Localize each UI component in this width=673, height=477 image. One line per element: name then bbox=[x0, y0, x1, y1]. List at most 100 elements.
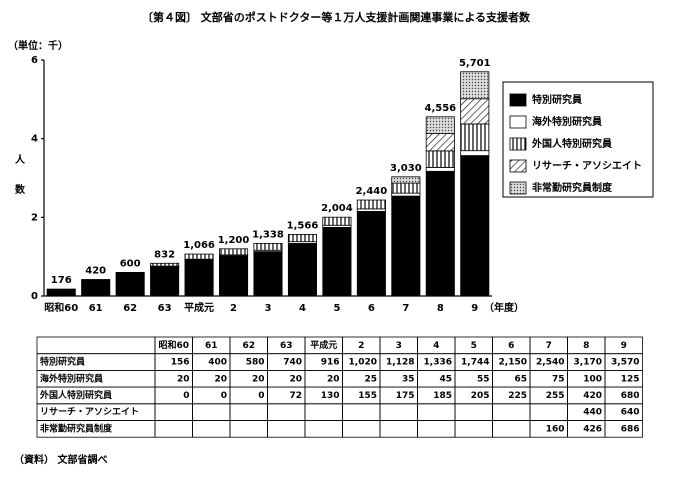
legend-swatch bbox=[509, 181, 527, 195]
table-header: 平成元 bbox=[310, 339, 337, 351]
x-tick-label: 昭和60 bbox=[44, 301, 78, 314]
bar-segment bbox=[184, 259, 214, 297]
table-header: 7 bbox=[546, 341, 552, 351]
table-value: 640 bbox=[621, 408, 640, 418]
bar-segment bbox=[391, 182, 421, 194]
table-value: 55 bbox=[477, 374, 490, 384]
bar-segment bbox=[184, 253, 214, 260]
total-label: 2,004 bbox=[321, 203, 353, 214]
table-value: 740 bbox=[283, 358, 302, 368]
table-value: 1,128 bbox=[386, 358, 414, 368]
chart-title: 〔第４図〕 文部省のポストドクター等１万人支援計画関連事業による支援者数 bbox=[142, 10, 531, 24]
table-cell bbox=[192, 420, 231, 438]
table-header: 8 bbox=[583, 341, 589, 351]
table-value: 45 bbox=[439, 374, 452, 384]
table-row-label: 非常勤研究員制度 bbox=[40, 422, 113, 434]
x-tick-label: 62 bbox=[123, 303, 137, 314]
table-value: 72 bbox=[289, 391, 302, 401]
bar-segment bbox=[81, 279, 111, 297]
table-value: 185 bbox=[433, 391, 452, 401]
table-cell bbox=[229, 420, 268, 438]
table-value: 125 bbox=[621, 374, 640, 384]
table-cell bbox=[492, 403, 531, 421]
x-tick-label: 9 bbox=[471, 303, 478, 314]
total-label: 4,556 bbox=[424, 103, 456, 114]
table-value: 175 bbox=[396, 391, 415, 401]
table-cell bbox=[454, 420, 493, 438]
table-header: 62 bbox=[242, 341, 255, 351]
table-value: 2,540 bbox=[536, 358, 564, 368]
bar-segment bbox=[356, 199, 386, 210]
bar-segment bbox=[460, 71, 490, 100]
table-cell bbox=[379, 420, 418, 438]
y-tick-label: 6 bbox=[31, 55, 38, 66]
table-cell bbox=[304, 403, 343, 421]
table-row-label: 特別研究員 bbox=[40, 356, 85, 368]
bar-segment bbox=[425, 133, 455, 152]
total-label: 600 bbox=[120, 258, 141, 269]
bar-segment bbox=[287, 243, 317, 297]
bar-segment bbox=[287, 234, 317, 243]
legend-swatch bbox=[509, 115, 527, 129]
total-label: 1,566 bbox=[287, 220, 319, 231]
x-axis-label: （年度） bbox=[484, 301, 524, 314]
x-tick-label: 63 bbox=[158, 303, 172, 314]
table-cell bbox=[36, 336, 156, 355]
bar-segment bbox=[150, 266, 180, 297]
table-header: 昭和60 bbox=[158, 339, 189, 351]
table-value: 20 bbox=[214, 374, 227, 384]
table-row-label: リサーチ・アソシエイト bbox=[40, 407, 139, 418]
table-value: 0 bbox=[183, 391, 189, 401]
bar-segment bbox=[322, 216, 352, 226]
bar-segment bbox=[460, 98, 490, 125]
bar-segment bbox=[115, 271, 145, 274]
table-value: 156 bbox=[171, 358, 190, 368]
table-cell bbox=[267, 420, 306, 438]
table-row-label: 外国人特別研究員 bbox=[39, 389, 112, 401]
table-header: 2 bbox=[358, 341, 364, 351]
bar-segment bbox=[425, 170, 455, 297]
legend-swatch bbox=[509, 137, 527, 151]
y-tick-label: 2 bbox=[31, 212, 38, 223]
table-header: 61 bbox=[205, 341, 218, 351]
table-value: 100 bbox=[583, 374, 602, 384]
bar-segment bbox=[391, 176, 421, 184]
bar-segment bbox=[322, 227, 352, 297]
legend-label: 外国人特別研究員 bbox=[531, 137, 612, 150]
table-value: 440 bbox=[583, 408, 602, 418]
legend-swatch bbox=[509, 159, 527, 173]
y-axis-label: 人数 bbox=[15, 153, 26, 196]
table-value: 155 bbox=[358, 391, 377, 401]
total-label: 420 bbox=[85, 265, 106, 276]
bar-segment bbox=[425, 116, 455, 134]
table-value: 25 bbox=[364, 374, 377, 384]
table-header: 6 bbox=[508, 341, 514, 351]
table-value: 225 bbox=[508, 391, 527, 401]
table-value: 35 bbox=[402, 374, 415, 384]
bar-segment bbox=[391, 192, 421, 197]
y-tick-label: 4 bbox=[31, 134, 38, 145]
table-value: 20 bbox=[252, 374, 265, 384]
table-header: 3 bbox=[396, 341, 402, 351]
bar-segment bbox=[460, 123, 490, 152]
table-cell bbox=[154, 403, 193, 421]
table-cell bbox=[342, 420, 381, 438]
table-value: 3,570 bbox=[611, 358, 639, 368]
table-value: 20 bbox=[289, 374, 302, 384]
legend-label: 特別研究員 bbox=[532, 93, 582, 106]
x-tick-label: 6 bbox=[368, 303, 375, 314]
table-cell bbox=[229, 403, 268, 421]
table-cell bbox=[417, 403, 456, 421]
total-label: 1,338 bbox=[252, 229, 284, 240]
table-value: 680 bbox=[621, 391, 640, 401]
total-label: 1,066 bbox=[183, 240, 215, 251]
legend-swatch bbox=[509, 93, 527, 107]
bar-segment bbox=[81, 279, 111, 281]
bar-segment bbox=[46, 289, 76, 297]
table-cell bbox=[492, 420, 531, 438]
table-header: 4 bbox=[433, 341, 439, 351]
legend-label: リサーチ・アソシエイト bbox=[532, 160, 642, 172]
total-label: 1,200 bbox=[218, 235, 250, 246]
